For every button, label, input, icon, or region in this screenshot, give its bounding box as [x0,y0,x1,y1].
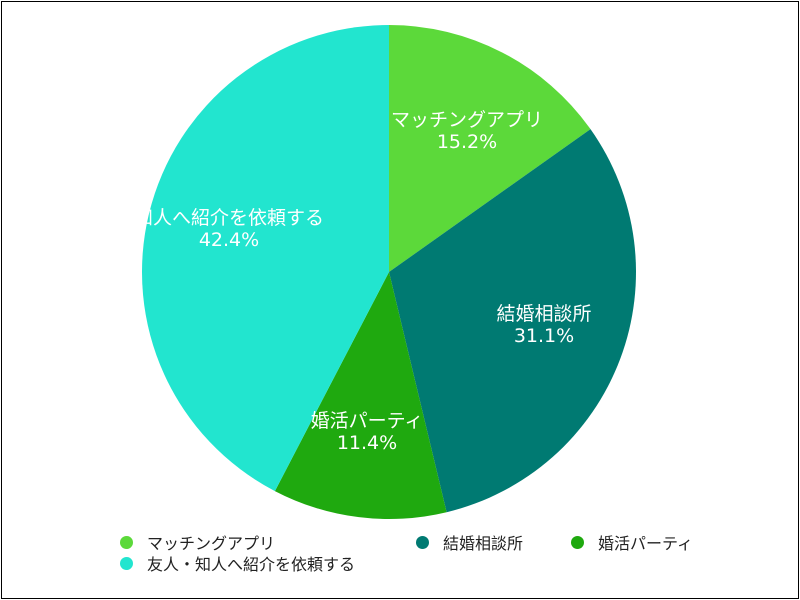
legend-swatch-marriage-agency [416,535,429,549]
slice-category-label-party: 婚活パーティ [311,410,424,432]
legend: マッチングアプリ 結婚相談所 婚活パーティ 友人・知人へ紹介を依頼する [120,530,760,578]
legend-label-party: 婚活パーティ [598,534,694,553]
legend-item-marriage-agency: 結婚相談所 [416,530,523,554]
slice-category-label-marriage-agency: 結婚相談所 [496,303,591,325]
slice-value-label-party: 11.4% [337,432,397,454]
slice-category-label-matching-app: マッチングアプリ [391,109,543,131]
legend-swatch-acquaintance [120,556,133,570]
legend-swatch-party [571,535,584,549]
legend-label-marriage-agency: 結婚相談所 [443,534,524,553]
pie-slice-matching-app [389,25,591,272]
legend-item-acquaintance: 友人・知人へ紹介を依頼する [120,551,355,575]
pie-slice-marriage-agency [389,129,636,513]
pie-slice-acquaintance [141,24,389,492]
legend-label-matching-app: マッチングアプリ [147,534,276,553]
legend-label-acquaintance: 友人・知人へ紹介を依頼する [147,555,356,574]
slice-category-label-acquaintance: 知人へ紹介を依頼する [134,207,324,229]
legend-swatch-matching-app [120,535,133,549]
slice-value-label-matching-app: 15.2% [437,131,497,153]
slice-value-label-acquaintance: 42.4% [199,229,259,251]
legend-item-party: 婚活パーティ [571,530,693,554]
slice-value-label-marriage-agency: 31.1% [514,325,574,347]
pie-slice-party [274,272,447,520]
legend-item-matching-app: マッチングアプリ [120,530,275,554]
